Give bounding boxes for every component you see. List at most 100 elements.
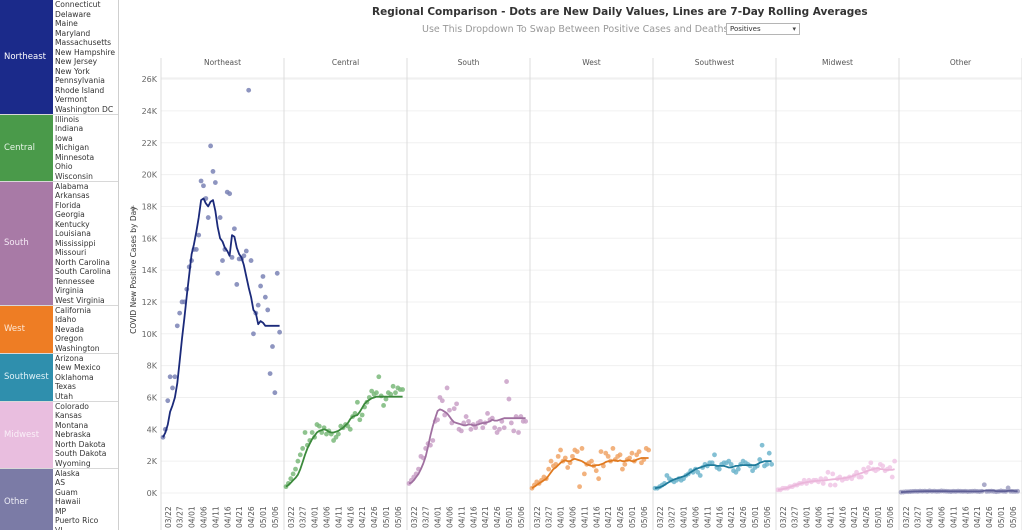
legend-state-item[interactable]: Oklahoma (55, 372, 94, 382)
rolling-average-line[interactable] (408, 408, 526, 485)
data-point[interactable] (381, 403, 386, 408)
data-point[interactable] (485, 411, 490, 416)
data-point[interactable] (764, 461, 770, 467)
legend-state-item[interactable]: Iowa (55, 133, 73, 143)
legend-state-item[interactable]: Alaska (55, 468, 80, 478)
data-point[interactable] (593, 468, 599, 474)
legend-state-item[interactable]: Pennsylvania (55, 76, 105, 85)
data-point[interactable] (167, 374, 173, 380)
data-point[interactable] (451, 406, 457, 412)
legend-state-item[interactable]: North Dakota (55, 439, 106, 449)
data-point[interactable] (359, 412, 365, 418)
data-point[interactable] (1015, 488, 1021, 494)
legend-state-item[interactable]: Arizona (55, 353, 84, 363)
data-point[interactable] (193, 247, 199, 252)
legend-state-item[interactable]: Arkansas (55, 191, 90, 200)
legend-state-item[interactable]: Colorado (55, 401, 89, 411)
legend-state-item[interactable]: MP (55, 506, 67, 516)
data-point[interactable] (589, 458, 594, 464)
data-point[interactable] (473, 425, 479, 431)
data-point[interactable] (277, 329, 283, 335)
legend-state-item[interactable]: North Carolina (55, 257, 110, 267)
legend-state-item[interactable]: Tennessee (55, 276, 95, 286)
data-point[interactable] (866, 465, 871, 470)
data-point[interactable] (355, 399, 360, 405)
legend-state-item[interactable]: AS (55, 478, 66, 487)
data-point[interactable] (516, 430, 521, 435)
legend-state-item[interactable]: New Hampshire (55, 47, 116, 57)
legend-state-item[interactable]: Montana (55, 420, 89, 430)
data-point[interactable] (579, 446, 585, 451)
legend-state-item[interactable]: Ohio (55, 162, 73, 171)
legend-state-item[interactable]: Delaware (55, 9, 91, 19)
data-point[interactable] (447, 407, 452, 413)
data-point[interactable] (508, 420, 514, 426)
legend-state-item[interactable]: Illinois (55, 114, 80, 124)
data-point[interactable] (248, 258, 254, 263)
data-point[interactable] (825, 469, 831, 475)
data-point[interactable] (598, 449, 604, 455)
data-point[interactable] (260, 274, 266, 279)
data-point[interactable] (243, 248, 249, 254)
data-point[interactable] (357, 417, 363, 423)
data-point[interactable] (523, 418, 529, 424)
data-point[interactable] (565, 465, 571, 470)
data-point[interactable] (458, 428, 464, 434)
data-point[interactable] (858, 474, 864, 480)
legend-state-item[interactable]: Connecticut (55, 0, 101, 9)
data-point[interactable] (757, 457, 763, 462)
legend-region-label[interactable]: Southwest (0, 353, 53, 401)
data-point[interactable] (165, 398, 171, 404)
data-point[interactable] (309, 430, 315, 435)
data-point[interactable] (267, 371, 273, 376)
data-point[interactable] (246, 87, 252, 93)
data-point[interactable] (709, 460, 715, 466)
data-point[interactable] (620, 466, 625, 472)
legend-state-item[interactable]: Missouri (55, 248, 87, 257)
data-point[interactable] (251, 331, 256, 337)
data-point[interactable] (716, 466, 722, 472)
data-point[interactable] (463, 414, 469, 419)
data-point[interactable] (172, 374, 178, 380)
rolling-average-line[interactable] (900, 489, 1018, 494)
data-point[interactable] (712, 452, 717, 458)
data-point[interactable] (262, 294, 268, 300)
data-point[interactable] (388, 391, 394, 397)
data-point[interactable] (562, 455, 568, 461)
legend-group-southwest[interactable]: Southwest Arizona New Mexico Oklahoma Texas U… (0, 353, 118, 402)
data-point[interactable] (208, 143, 213, 149)
legend-region-label[interactable]: Central (0, 114, 53, 181)
metric-dropdown[interactable]: Positives ▾ (726, 23, 800, 35)
data-point[interactable] (316, 423, 322, 429)
legend-state-item[interactable]: Guam (55, 487, 78, 497)
legend-region-label[interactable]: Midwest (0, 401, 53, 468)
data-point[interactable] (697, 473, 703, 478)
data-point[interactable] (444, 385, 450, 391)
legend-region-label[interactable]: South (0, 181, 53, 305)
data-point[interactable] (610, 446, 616, 451)
data-point[interactable] (728, 461, 734, 467)
data-point[interactable] (374, 390, 379, 396)
data-point[interactable] (504, 379, 509, 384)
data-point[interactable] (220, 258, 225, 263)
data-point[interactable] (646, 447, 652, 453)
legend-state-item[interactable]: Nevada (55, 324, 84, 334)
legend-group-west[interactable]: West California Idaho Nevada Oregon Washingto… (0, 305, 118, 354)
sort-icon[interactable]: ✈ (129, 204, 138, 211)
data-point[interactable] (548, 458, 554, 464)
legend-state-item[interactable]: Maine (55, 19, 78, 28)
legend-state-item[interactable]: Utah (55, 391, 74, 401)
legend-group-south[interactable]: South Alabama Arkansas Florida Georgia Kentuc… (0, 181, 118, 306)
legend-state-item[interactable]: Washington (55, 343, 100, 353)
data-point[interactable] (468, 426, 474, 432)
data-point[interactable] (1005, 485, 1011, 491)
data-point[interactable] (605, 453, 611, 459)
data-point[interactable] (393, 390, 398, 396)
data-point[interactable] (430, 438, 436, 443)
data-point[interactable] (442, 412, 448, 418)
legend-state-item[interactable]: Nebraska (55, 430, 91, 439)
data-point[interactable] (201, 183, 206, 189)
data-point[interactable] (335, 431, 341, 437)
data-point[interactable] (636, 449, 642, 455)
legend-state-item[interactable]: Hawaii (55, 497, 81, 506)
